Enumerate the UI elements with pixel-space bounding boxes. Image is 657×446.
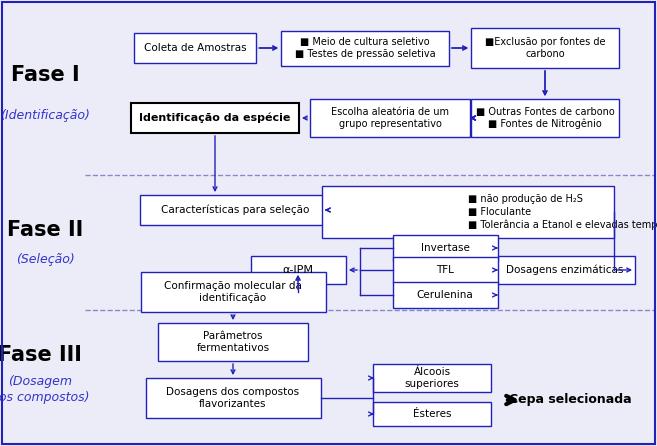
Text: Cerulenina: Cerulenina: [417, 290, 474, 300]
Text: Parâmetros
fermentativos: Parâmetros fermentativos: [196, 331, 269, 353]
Bar: [373, 402, 491, 426]
Text: Coleta de Amostras: Coleta de Amostras: [144, 43, 246, 53]
Text: (Seleção): (Seleção): [16, 253, 74, 267]
Bar: [140, 195, 330, 225]
Text: Fase I: Fase I: [11, 65, 79, 85]
Bar: [471, 99, 619, 137]
Text: ■ Outras Fontes de carbono
■ Fontes de Nitrogênio: ■ Outras Fontes de carbono ■ Fontes de N…: [476, 107, 614, 129]
Text: Confirmação molecular da
identificação: Confirmação molecular da identificação: [164, 281, 302, 303]
Text: α-IPM: α-IPM: [283, 265, 313, 275]
Text: Características para seleção: Características para seleção: [161, 205, 309, 215]
Text: ■Exclusão por fontes de
carbono: ■Exclusão por fontes de carbono: [485, 37, 605, 59]
Text: Escolha aleatória de um
grupo representativo: Escolha aleatória de um grupo representa…: [331, 107, 449, 129]
Bar: [145, 378, 321, 418]
Text: Invertase: Invertase: [420, 243, 470, 253]
Text: ■ Meio de cultura seletivo
■ Testes de pressão seletiva: ■ Meio de cultura seletivo ■ Testes de p…: [295, 37, 436, 59]
Text: Fase II: Fase II: [7, 220, 83, 240]
Bar: [250, 256, 346, 284]
Bar: [373, 364, 491, 392]
Bar: [322, 186, 614, 238]
Text: TFL: TFL: [436, 265, 454, 275]
Text: Ésteres: Ésteres: [413, 409, 451, 419]
Text: ■ não produção de H₂S
■ Floculante
■ Tolerância a Etanol e elevadas temperaturas: ■ não produção de H₂S ■ Floculante ■ Tol…: [468, 194, 657, 230]
Bar: [392, 257, 497, 283]
Text: Dosagens dos compostos
flavorizantes: Dosagens dos compostos flavorizantes: [166, 387, 300, 409]
Text: Álcoois
superiores: Álcoois superiores: [405, 367, 459, 389]
Bar: [310, 99, 470, 137]
Text: Identificação da espécie: Identificação da espécie: [139, 113, 290, 123]
Bar: [495, 256, 635, 284]
Bar: [392, 235, 497, 261]
Bar: [131, 103, 299, 133]
Text: Dosagens enzimáticas: Dosagens enzimáticas: [507, 265, 623, 275]
Bar: [158, 323, 308, 361]
Text: Fase III: Fase III: [0, 345, 82, 365]
Text: Cepa selecionada: Cepa selecionada: [509, 393, 631, 406]
Bar: [392, 282, 497, 308]
Text: (Dosagem
dos compostos): (Dosagem dos compostos): [0, 376, 89, 405]
Bar: [134, 33, 256, 63]
Bar: [281, 30, 449, 66]
Bar: [471, 28, 619, 68]
Bar: [141, 272, 325, 312]
Text: (Identificação): (Identificação): [0, 108, 90, 121]
